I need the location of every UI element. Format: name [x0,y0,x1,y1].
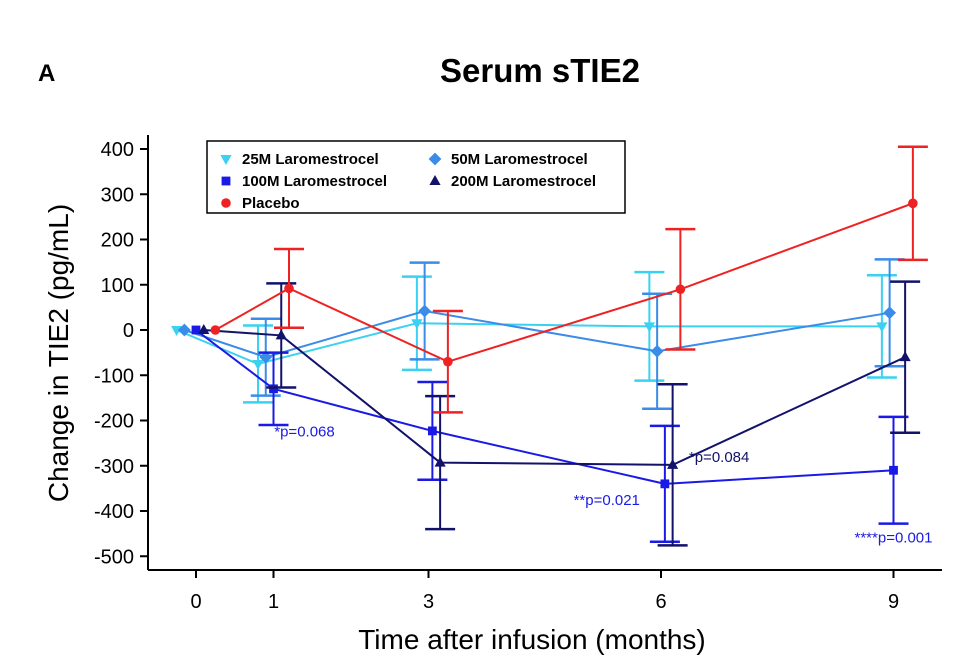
series-line [214,202,914,363]
y-tick-label: -100 [94,365,134,387]
legend-box [206,140,626,214]
data-point [434,456,446,467]
data-point [221,176,231,186]
data-point [660,479,670,489]
data-point [899,351,911,362]
legend-item: 200M Laromestrocel [429,173,596,190]
x-tick-label: 0 [190,591,201,613]
data-point [220,155,232,165]
legend-label: 25M Laromestrocel [242,151,379,168]
legend-item: Placebo [221,195,300,212]
data-point [429,175,441,185]
data-point [221,198,231,208]
y-tick-label: -500 [94,546,134,568]
y-tick-label: 400 [101,139,134,161]
data-point [259,350,273,364]
x-tick-label: 3 [423,591,434,613]
legend-label: 50M Laromestrocel [451,151,588,168]
p-value-annotation: *p=0.068 [274,423,334,440]
y-tick-label: -400 [94,501,134,523]
data-point [889,465,898,475]
data-point [191,325,201,335]
data-point [171,326,183,336]
data-point [275,329,287,340]
data-point [643,322,655,333]
p-value-annotation: **p=0.021 [574,492,640,509]
annotations: *p=0.068 **p=0.021 *p=0.084 ****p=0.001 [274,423,932,546]
legend-item: 25M Laromestrocel [220,151,379,168]
series-layer [171,145,928,547]
data-point [883,306,897,320]
y-tick-label: 300 [101,184,134,206]
y-tick-label: -300 [94,456,134,478]
data-point [210,325,221,335]
legend-label: 100M Laromestrocel [242,173,387,190]
data-point [177,323,191,337]
series [191,325,909,544]
data-point [876,322,888,333]
data-point [427,426,437,436]
x-tick-label: 9 [888,591,899,613]
data-point [411,319,423,330]
x-axis-title: Time after infusion (months) [358,624,706,655]
series [177,258,905,410]
data-point [675,284,686,295]
data-point [252,359,264,370]
data-point [428,152,442,166]
legend-label: Placebo [242,195,300,212]
data-point [443,356,453,367]
axes: 400 300 200 100 0 -100 -200 -300 -400 -500 0 1 3 6 9 [94,135,942,613]
series [210,145,928,414]
y-tick-label: 0 [123,320,134,342]
data-point [650,344,664,358]
legend-item: 100M Laromestrocel [221,173,387,190]
y-tick-label: 200 [101,230,134,252]
legend-label: 200M Laromestrocel [451,173,596,190]
legend: 25M Laromestrocel 50M Laromestrocel 100M L… [206,140,626,214]
data-point [198,324,210,334]
y-axis-title: Change in TIE2 (pg/mL) [43,204,74,502]
y-tick-label: 100 [101,275,134,297]
x-tick-label: 6 [655,591,666,613]
y-tick-label: -200 [94,411,134,433]
chart-title: Serum sTIE2 [440,52,640,89]
series [198,280,921,547]
data-point [284,283,294,294]
data-point [908,198,918,209]
series [171,270,897,404]
legend-item: 50M Laromestrocel [428,151,588,168]
data-point [269,384,278,394]
p-value-annotation: *p=0.084 [689,449,749,466]
data-point [418,304,432,318]
data-point [667,458,679,469]
x-tick-label: 1 [268,591,279,613]
panel-label: A [38,60,56,87]
p-value-annotation: ****p=0.001 [855,530,933,547]
